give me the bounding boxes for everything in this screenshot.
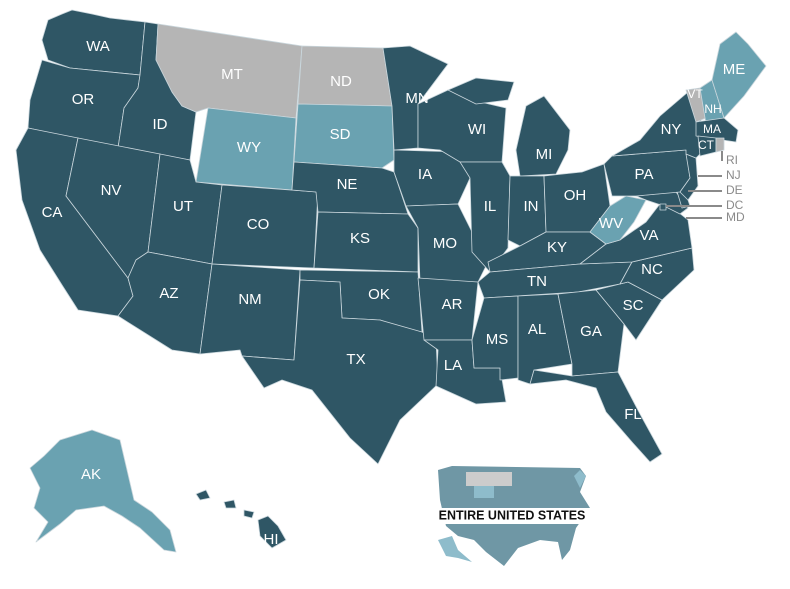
label-vt: VT bbox=[687, 87, 703, 101]
inset-title: ENTIRE UNITED STATES bbox=[439, 508, 586, 522]
label-il: IL bbox=[484, 198, 497, 215]
label-hi: HI bbox=[264, 531, 279, 548]
label-me: ME bbox=[723, 61, 746, 78]
label-nm: NM bbox=[238, 291, 261, 308]
label-ne: NE bbox=[337, 176, 358, 193]
label-ok: OK bbox=[368, 286, 390, 303]
state-ak[interactable] bbox=[30, 430, 176, 552]
inset-medium-region bbox=[474, 486, 494, 498]
label-co: CO bbox=[247, 216, 270, 233]
label-sc: SC bbox=[623, 297, 644, 314]
label-va: VA bbox=[640, 227, 659, 244]
label-wa: WA bbox=[86, 38, 110, 55]
label-tx: TX bbox=[346, 351, 365, 368]
label-pa: PA bbox=[635, 166, 654, 183]
label-nh: NH bbox=[704, 102, 721, 116]
entire-us-inset[interactable]: ENTIRE UNITED STATES bbox=[436, 466, 590, 566]
label-in: IN bbox=[524, 198, 539, 215]
state-dc[interactable] bbox=[660, 204, 666, 210]
label-mn: MN bbox=[405, 90, 428, 107]
label-id: ID bbox=[153, 116, 168, 133]
label-mo: MO bbox=[433, 235, 457, 252]
inset-none-region bbox=[466, 472, 512, 486]
label-nc: NC bbox=[641, 261, 663, 278]
callout-de: DE bbox=[726, 183, 743, 197]
label-ut: UT bbox=[173, 198, 193, 215]
state-fl[interactable] bbox=[530, 370, 662, 462]
label-sd: SD bbox=[330, 126, 351, 143]
label-oh: OH bbox=[564, 187, 587, 204]
label-mt: MT bbox=[221, 66, 243, 83]
label-wi: WI bbox=[468, 121, 486, 138]
callout-md: MD bbox=[726, 210, 745, 224]
label-ar: AR bbox=[442, 296, 463, 313]
callout-nj: NJ bbox=[726, 168, 741, 182]
label-mi: MI bbox=[536, 146, 553, 163]
label-ky: KY bbox=[547, 239, 567, 256]
label-la: LA bbox=[444, 357, 462, 374]
label-wv: WV bbox=[599, 215, 623, 232]
label-ks: KS bbox=[350, 230, 370, 247]
label-nv: NV bbox=[101, 182, 122, 199]
label-ms: MS bbox=[486, 331, 509, 348]
state-ri[interactable] bbox=[716, 138, 724, 152]
label-ca: CA bbox=[42, 204, 63, 221]
label-tn: TN bbox=[527, 273, 547, 290]
label-az: AZ bbox=[159, 285, 178, 302]
callout-ri: RI bbox=[726, 153, 738, 167]
state-nm[interactable] bbox=[200, 264, 300, 360]
inset-ak bbox=[438, 536, 472, 562]
label-ma: MA bbox=[703, 122, 721, 136]
label-or: OR bbox=[72, 91, 95, 108]
label-ct: CT bbox=[698, 138, 715, 152]
label-wy: WY bbox=[237, 139, 261, 156]
label-ga: GA bbox=[580, 323, 602, 340]
label-ak: AK bbox=[81, 466, 101, 483]
label-ny: NY bbox=[661, 121, 682, 138]
label-fl: FL bbox=[624, 406, 642, 423]
label-al: AL bbox=[528, 321, 546, 338]
label-nd: ND bbox=[330, 73, 352, 90]
label-ia: IA bbox=[418, 166, 432, 183]
